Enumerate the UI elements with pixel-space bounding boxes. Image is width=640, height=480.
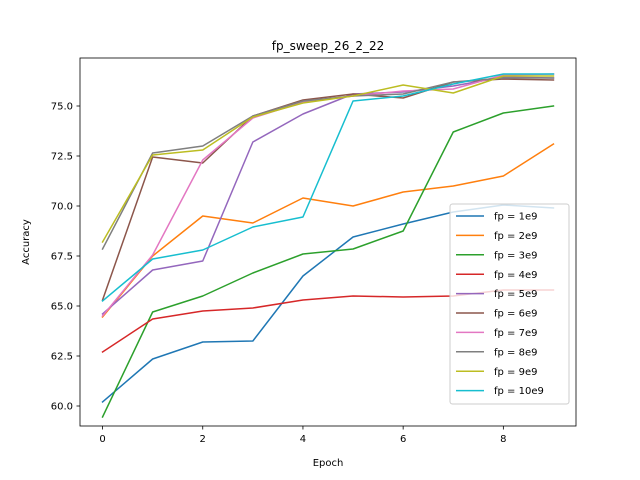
series-line-9 [101,75,555,244]
plot-area [101,73,555,418]
y-tick-label: 60.0 [51,402,73,413]
y-tick-label: 72.5 [51,152,73,163]
legend-label-5: fp = 5e9 [494,289,537,300]
legend-label-1: fp = 1e9 [494,212,537,223]
y-tick-label: 70.0 [51,202,73,213]
series-line-8 [101,77,555,251]
x-tick-label: 6 [400,434,406,445]
x-tick-label: 2 [200,434,206,445]
x-tick-label: 0 [99,434,105,445]
legend-label-4: fp = 4e9 [494,270,537,281]
y-tick-label: 75.0 [51,102,73,113]
legend-label-10: fp = 10e9 [494,386,544,397]
series-line-3 [101,105,555,418]
series-line-2 [101,142,555,319]
y-axis-label: Accuracy [21,219,32,265]
y-tick-label: 62.5 [51,352,73,363]
legend-label-8: fp = 8e9 [494,347,537,358]
chart-title: fp_sweep_26_2_22 [272,39,384,53]
series-line-10 [101,73,555,303]
legend-box [449,203,570,405]
x-tick-label: 4 [300,434,306,445]
x-axis: 0 2 4 6 8 [99,426,507,445]
y-tick-label: 67.5 [51,252,73,263]
legend-label-3: fp = 3e9 [494,250,537,261]
legend-label-9: fp = 9e9 [494,367,537,378]
legend-label-7: fp = 7e9 [494,328,537,339]
y-tick-label: 65.0 [51,302,73,313]
legend-label-6: fp = 6e9 [494,309,537,320]
legend: fp = 1e9 fp = 2e9 fp = 3e9 fp = 4e9 fp = 5e9… [449,203,570,405]
plot-frame [79,57,577,427]
y-axis: 60.0 62.5 65.0 67.5 70.0 72.5 75.0 [51,102,80,413]
x-axis-label: Epoch [313,458,344,469]
x-tick-label: 8 [500,434,506,445]
legend-label-2: fp = 2e9 [494,231,537,242]
